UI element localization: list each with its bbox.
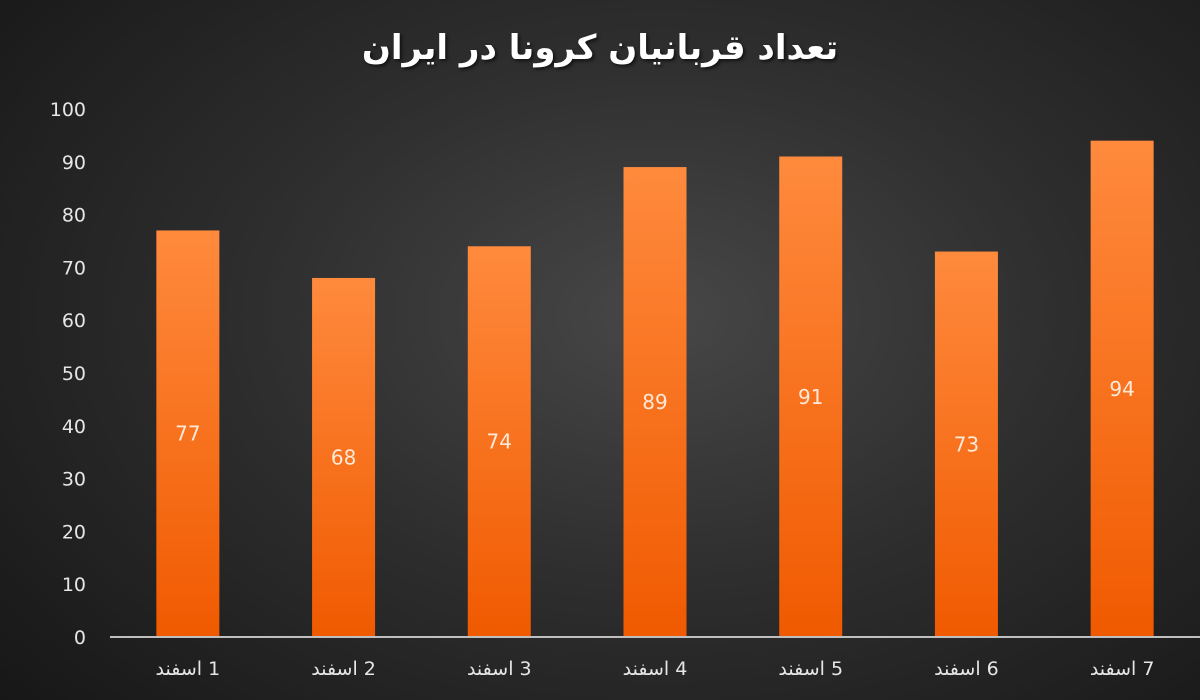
x-tick-label: 4 اسفند (623, 658, 688, 680)
data-label: 77 (175, 422, 200, 446)
y-tick-label: 80 (62, 205, 86, 227)
y-tick-label: 30 (62, 469, 86, 491)
y-tick-label: 60 (62, 310, 86, 332)
data-label: 91 (798, 385, 823, 409)
bars (156, 140, 1154, 637)
y-tick-label: 20 (62, 521, 86, 543)
bar (156, 230, 220, 637)
chart-title: تعداد قربانیان کرونا در ایران (361, 28, 839, 68)
y-tick-label: 50 (62, 363, 86, 385)
x-tick-label: 5 اسفند (778, 658, 843, 680)
bar (312, 277, 376, 637)
data-label: 74 (487, 430, 512, 454)
x-axis-labels: 1 اسفند 2 اسفند 3 اسفند 4 اسفند 5 اسفند 6 اسف… (156, 658, 1155, 680)
x-tick-label: 3 اسفند (467, 658, 532, 680)
x-tick-label: 1 اسفند (156, 658, 221, 680)
y-axis-ticks: 0 10 20 30 40 50 60 70 80 90 100 (50, 99, 86, 649)
data-labels: 77 68 74 89 91 73 94 (175, 377, 1135, 470)
x-tick-label: 7 اسفند (1090, 658, 1155, 680)
y-tick-label: 10 (62, 574, 86, 596)
x-tick-label: 2 اسفند (311, 658, 376, 680)
y-tick-label: 0 (74, 627, 86, 649)
data-label: 94 (1109, 377, 1134, 401)
bar (623, 167, 687, 637)
y-tick-label: 40 (62, 416, 86, 438)
bar (779, 156, 843, 637)
bar (467, 246, 531, 637)
bar (934, 251, 998, 637)
x-tick-label: 6 اسفند (934, 658, 999, 680)
y-tick-label: 90 (62, 152, 86, 174)
data-label: 73 (954, 432, 979, 456)
y-tick-label: 70 (62, 257, 86, 279)
data-label: 68 (331, 445, 356, 469)
data-label: 89 (642, 390, 667, 414)
y-tick-label: 100 (50, 99, 86, 121)
bar (1090, 140, 1154, 637)
